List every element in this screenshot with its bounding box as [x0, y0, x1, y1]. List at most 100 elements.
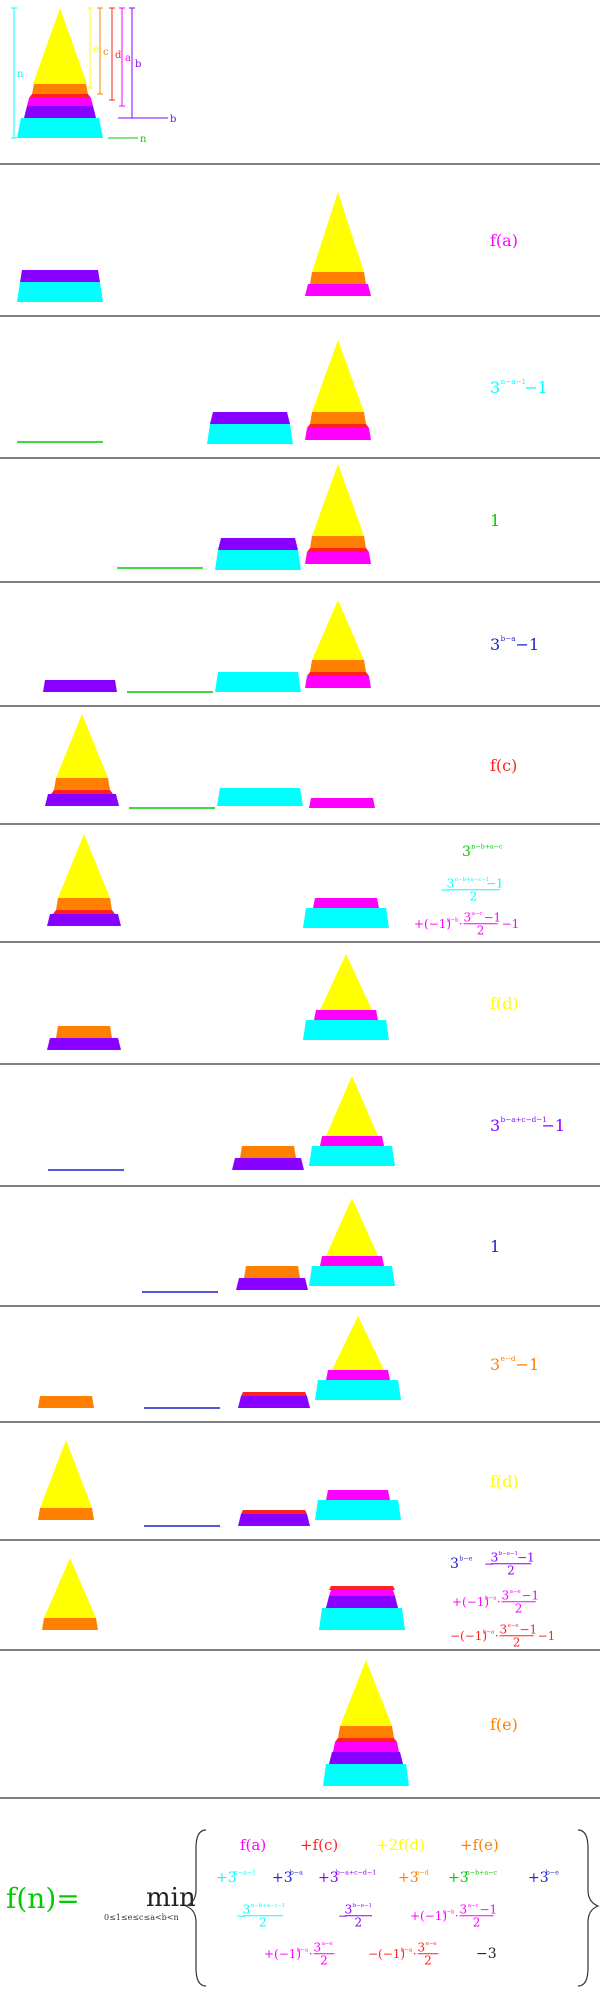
final-term: f(a) [240, 1836, 266, 1854]
formula-prefix: − [440, 883, 450, 897]
formula-power: 3 b−e [450, 1555, 473, 1572]
step-formula-line: 3 n−b+a−c [462, 843, 503, 860]
fraction-numerator-base: 3 [502, 1588, 510, 1602]
formula-prefix: − [338, 1909, 348, 1923]
formula-exponent: b−a [297, 1947, 309, 1953]
fraction-numerator-exponent: a−c [468, 1903, 479, 1909]
formula-dot: · [455, 1909, 459, 1923]
steps: f(a)3 n−a−1−113 b−a −1f(c)3 n−b+a−c−3 n−b+a−c… [0, 192, 600, 1799]
formula-base: 3 [490, 1355, 500, 1374]
step-row: 3 n−b+a−c−3 n−b+a−c−1−12+(−1)n−b · 3 a−c −12 −1 [0, 834, 600, 943]
formula-fraction: +(−1)b−a · 3 a−e −12 [452, 1588, 539, 1615]
disk-magenta [305, 428, 371, 440]
fraction-denominator: 2 [515, 1602, 523, 1616]
disk-cyan [309, 1266, 395, 1286]
disk-magenta [314, 1010, 378, 1020]
step-row: f(a) [0, 192, 600, 317]
formula-dot: · [497, 1595, 501, 1609]
fraction-numerator-base: 3 [500, 1622, 508, 1636]
legend-bracket: e [87, 7, 99, 89]
legend-bracket: d [109, 7, 122, 101]
fraction-numerator-exponent: n−b+a−c−1 [251, 1903, 286, 1909]
disk-orange [42, 1618, 98, 1630]
fraction-numerator-tail: −1 [519, 1622, 537, 1636]
disk-magenta [320, 1136, 384, 1146]
fraction-numerator-tail: −1 [517, 1550, 535, 1564]
disk-cyan [323, 1764, 409, 1786]
step-formula: 3 b−a −1 [490, 634, 539, 654]
formula-prefix: +(−1) [452, 1595, 489, 1609]
formula-tail: −1 [541, 1116, 565, 1135]
final-term: +3n−a−1 [216, 1869, 256, 1886]
formula-tail: −1 [516, 635, 540, 654]
disk-purple [326, 1596, 398, 1608]
fraction-denominator: 2 [424, 1954, 432, 1968]
disk-orange [310, 660, 366, 672]
fraction-numerator-base: 3 [345, 1902, 353, 1916]
fraction-denominator: 2 [507, 1564, 515, 1578]
disk-purple [43, 680, 117, 692]
step-row: 3 b−a+c−d−1−1 [0, 1076, 600, 1187]
formula-exponent: b−a [483, 1629, 495, 1635]
formula-fraction: +(−1)n−b · 3 a−c −12 [410, 1902, 497, 1929]
legend-label: c [103, 47, 109, 58]
fraction-numerator-base: 3 [460, 1902, 468, 1916]
step-row: f(d) [0, 954, 600, 1065]
disk-magenta [313, 898, 379, 908]
formula-fraction: +(−1)n−b · 3 a−c −12 −1 [414, 910, 519, 937]
legend-label-n: n [140, 134, 147, 145]
fraction-numerator-tail: −1 [483, 910, 501, 924]
fraction-denominator: 2 [259, 1916, 267, 1930]
disk-magenta [326, 1370, 390, 1380]
step-formula: 1 [490, 1237, 500, 1256]
disk-orange [310, 412, 366, 424]
cone-tower [40, 1440, 92, 1508]
fraction-numerator-base: 3 [464, 910, 472, 924]
final-term: +3b−a [272, 1869, 303, 1886]
final-term: +f(c) [300, 1836, 338, 1854]
step-row: 1 [0, 464, 600, 583]
formula-dot: · [459, 917, 463, 931]
fraction-numerator-exponent: b−e−1 [353, 1903, 372, 1909]
fraction-numerator-exponent: e−e [508, 1623, 519, 1629]
legend-label: n [17, 69, 24, 80]
final-min-subscript: 0≤1≤e≤c≤a<b<n [104, 1913, 179, 1922]
final-term: +3n−b+a−c [448, 1869, 497, 1886]
fraction-numerator-base: 3 [418, 1940, 426, 1954]
formula-exponent: n−b+a−c [471, 843, 503, 850]
disk-orange [310, 272, 366, 284]
formula-base: +3 [398, 1870, 419, 1886]
right-brace [577, 1829, 600, 1987]
disk-purple [218, 538, 298, 550]
formula-prefix: +(−1) [414, 917, 451, 931]
formula-fraction: −3 b−e−1 2 [338, 1902, 372, 1930]
disk-cyan [315, 1500, 401, 1520]
final-term: +3e−d [398, 1869, 429, 1886]
fraction-numerator-exponent: a−e [322, 1941, 333, 1947]
formula-prefix: − [236, 1909, 246, 1923]
step-formula: f(e) [490, 1715, 518, 1734]
disk-magenta [305, 676, 371, 688]
step-formula: 3 b−a+c−d−1−1 [490, 1115, 565, 1135]
formula-exponent: b−a+c−d−1 [501, 1115, 547, 1124]
left-brace [184, 1829, 207, 1987]
disk-magenta [320, 1256, 384, 1266]
step-formula: f(c) [490, 756, 517, 775]
formula-base: 3 [490, 378, 500, 397]
disk-purple [232, 1158, 304, 1170]
step-row: 3 b−a −1 [0, 600, 600, 707]
formula-fraction: −3 n−b+a−c−1−1 2 [440, 876, 504, 903]
disk-red [51, 790, 113, 794]
formula-dot: · [495, 1629, 499, 1643]
formula-exponent: e−d [416, 1869, 429, 1876]
step-row: 3 e−d −1 [0, 1316, 600, 1423]
step-formula: 3 n−a−1−1 [490, 377, 548, 397]
disk-red [307, 548, 369, 552]
disk-orange [56, 898, 112, 910]
final-term: +3b−e [528, 1869, 559, 1886]
disk-cyan [215, 672, 301, 692]
formula-dot: · [309, 1947, 313, 1961]
step-formula-line: 3 b−e −3 b−e−1 −12 [450, 1550, 535, 1577]
formula-base: 3 [462, 844, 471, 860]
